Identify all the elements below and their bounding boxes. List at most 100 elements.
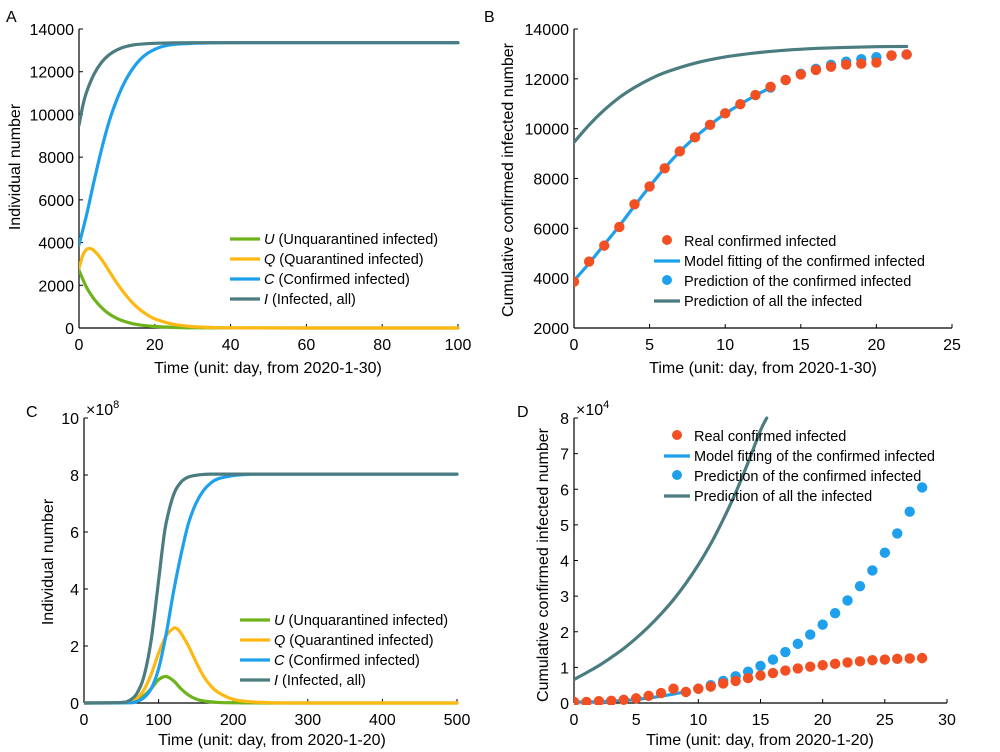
y-tick-label: 12000 — [525, 72, 570, 89]
panel-b: B Cumulative confirmed infected number T… — [484, 9, 961, 377]
panel-label-b: B — [484, 9, 495, 26]
panel-c: C Individual number Time (unit: day, fro… — [26, 399, 470, 749]
x-tick-label: 80 — [373, 337, 391, 354]
axis-exponent: ×104 — [576, 399, 609, 419]
data-point-real-confirmed-infected — [742, 672, 754, 684]
data-point-real-confirmed-infected — [704, 119, 716, 130]
data-point-prediction-of-the-confirmed-infected — [829, 608, 841, 619]
y-tick-label: 10000 — [30, 107, 75, 124]
x-tick-label: 25 — [943, 337, 961, 354]
x-tick-label: 5 — [632, 712, 641, 729]
series-group — [574, 44, 912, 287]
y-tick-label: 0 — [560, 696, 569, 713]
legend-entry-text: U (Unquarantined infected) — [264, 232, 438, 248]
data-point-prediction-of-the-confirmed-infected — [805, 629, 816, 640]
data-point-real-confirmed-infected — [583, 256, 595, 267]
series-group — [79, 41, 460, 330]
y-tick-label: 14000 — [525, 22, 570, 39]
data-point-real-confirmed-infected — [817, 660, 828, 671]
data-point-real-confirmed-infected — [730, 675, 741, 687]
x-tick-label: 20 — [814, 712, 832, 729]
data-point-real-confirmed-infected — [718, 678, 729, 689]
x-tick-label: 10 — [716, 337, 734, 354]
y-tick-label: 2 — [70, 639, 79, 656]
data-point-real-confirmed-infected — [606, 695, 617, 705]
x-axis-label-a: Time (unit: day, from 2020-1-30) — [154, 360, 382, 377]
x-tick-label: 400 — [369, 712, 396, 729]
data-point-real-confirmed-infected — [599, 240, 610, 251]
x-tick-label: 5 — [645, 337, 654, 354]
x-tick-label: 25 — [876, 712, 894, 729]
legend: Real confirmed infected Model fitting of … — [654, 234, 925, 310]
data-point-real-confirmed-infected — [840, 59, 852, 70]
plot-area-b: 2000 4000 6000 8000 10000 12000 14000 0 5 10 15 20 2… — [525, 22, 962, 354]
x-tick-label: 15 — [792, 337, 810, 354]
y-tick-label: 8000 — [533, 172, 569, 189]
data-point-real-confirmed-infected — [689, 132, 701, 143]
y-tick-label: 2000 — [38, 278, 74, 295]
y-tick-label: 8 — [70, 468, 79, 485]
data-point-real-confirmed-infected — [614, 221, 625, 233]
series-line-i — [79, 41, 460, 127]
legend-entry-text: Real confirmed infected — [694, 429, 846, 445]
legend-swatch-dot — [662, 235, 672, 245]
data-point-real-confirmed-infected — [680, 686, 692, 698]
data-point-real-confirmed-infected — [618, 694, 629, 705]
y-tick-label: 10 — [61, 411, 79, 428]
data-point-real-confirmed-infected — [795, 69, 806, 80]
legend-entry-text: Q (Quarantined infected) — [264, 252, 424, 268]
series-group — [574, 416, 928, 705]
x-tick-label: 40 — [222, 337, 240, 354]
y-tick-label: 0 — [65, 321, 74, 338]
data-point-real-confirmed-infected — [629, 199, 640, 210]
panel-label-a: A — [6, 9, 17, 26]
x-tick-label: 30 — [938, 712, 956, 729]
legend-entry-text: I (Infected, all) — [264, 292, 356, 308]
data-point-real-confirmed-infected — [767, 667, 779, 679]
plot-area-a: 0 2000 4000 6000 8000 10000 12000 14000 0 20 40 60 8… — [30, 22, 472, 354]
data-point-real-confirmed-infected — [904, 653, 915, 664]
data-point-real-confirmed-infected — [780, 74, 791, 86]
data-point-prediction-of-the-confirmed-infected — [892, 528, 903, 539]
y-tick-label: 10000 — [525, 122, 570, 139]
data-point-prediction-of-the-confirmed-infected — [780, 646, 791, 658]
y-tick-label: 6000 — [38, 193, 74, 210]
x-axis-label-b: Time (unit: day, from 2020-1-30) — [649, 360, 877, 377]
series-group — [84, 472, 459, 705]
legend-entry-text: Prediction of the confirmed infected — [684, 274, 911, 290]
data-point-real-confirmed-infected — [854, 656, 866, 667]
data-point-prediction-of-the-confirmed-infected — [842, 595, 853, 606]
series-line-prediction-of-all-the-infected — [574, 44, 909, 144]
data-point-real-confirmed-infected — [668, 683, 679, 694]
legend: U (Unquarantined infected) Q (Quarantined… — [240, 613, 448, 689]
series-line-q — [79, 246, 460, 330]
legend-entry-text: I (Infected, all) — [274, 673, 366, 689]
data-point-prediction-of-the-confirmed-infected — [817, 619, 828, 630]
x-tick-label: 200 — [220, 712, 247, 729]
legend-entry-text: Model fitting of the confirmed infected — [694, 449, 935, 465]
panel-a: A Individual number Time (unit: day, fro… — [6, 9, 471, 377]
y-tick-label: 6000 — [533, 221, 569, 238]
data-point-prediction-of-the-confirmed-infected — [755, 660, 766, 672]
data-point-real-confirmed-infected — [674, 146, 686, 157]
legend-entry-text: Real confirmed infected — [684, 234, 836, 250]
data-point-real-confirmed-infected — [901, 49, 912, 60]
data-point-real-confirmed-infected — [655, 687, 667, 699]
data-point-real-confirmed-infected — [856, 58, 867, 69]
data-point-real-confirmed-infected — [879, 654, 891, 665]
data-point-real-confirmed-infected — [892, 653, 903, 665]
data-point-real-confirmed-infected — [644, 181, 655, 192]
y-tick-label: 1 — [560, 660, 569, 677]
data-point-real-confirmed-infected — [574, 276, 580, 287]
panel-label-c: C — [26, 404, 38, 421]
data-point-prediction-of-the-confirmed-infected — [904, 506, 915, 517]
y-tick-label: 6 — [70, 525, 79, 542]
x-tick-label: 0 — [75, 337, 84, 354]
data-point-prediction-of-the-confirmed-infected — [867, 565, 878, 576]
y-tick-label: 3 — [560, 589, 569, 606]
y-tick-label: 8000 — [38, 150, 74, 167]
data-point-real-confirmed-infected — [871, 57, 882, 68]
data-point-prediction-of-the-confirmed-infected — [792, 638, 803, 650]
y-tick-label: 14000 — [30, 22, 75, 39]
x-tick-label: 0 — [570, 712, 579, 729]
